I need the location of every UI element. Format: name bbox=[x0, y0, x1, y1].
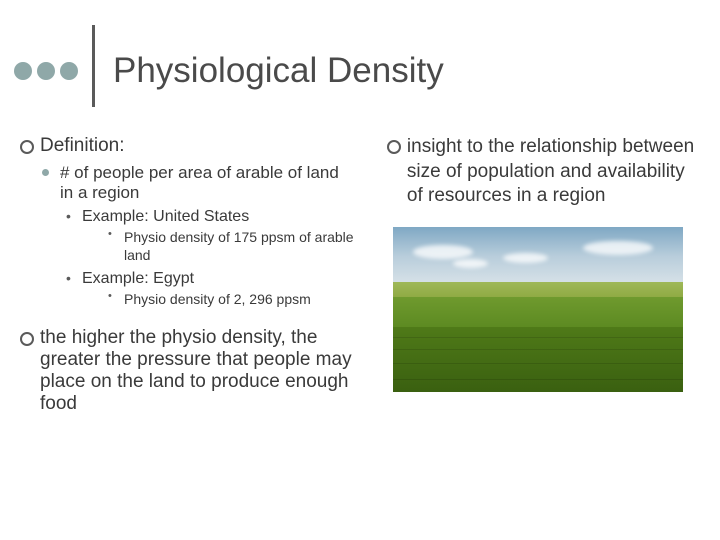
left-column: Definition: # of people per area of arab… bbox=[18, 135, 355, 419]
cloud-icon bbox=[413, 245, 473, 259]
cloud-icon bbox=[503, 253, 548, 263]
example-egypt-bullet: Example: Egypt bbox=[66, 270, 355, 288]
right-column: insight to the relationship between size… bbox=[385, 135, 702, 419]
crop-row bbox=[393, 363, 683, 364]
definition-sub-bullet: # of people per area of arable of land i… bbox=[40, 163, 355, 203]
example-us-bullet: Example: United States bbox=[66, 208, 355, 226]
insight-text: insight to the relationship between size… bbox=[407, 136, 694, 206]
example-us-detail-bullet: Physio density of 175 ppsm of arable lan… bbox=[108, 229, 355, 265]
definition-bullet: Definition: bbox=[18, 135, 355, 157]
cloud-icon bbox=[583, 241, 653, 255]
crop-row bbox=[393, 349, 683, 350]
vertical-divider bbox=[92, 25, 95, 107]
example-us-label: Example: United States bbox=[82, 208, 249, 225]
example-egypt-detail: Physio density of 2, 296 ppsm bbox=[124, 291, 311, 307]
slide-header: Physiological Density bbox=[0, 0, 720, 107]
example-egypt-detail-bullet: Physio density of 2, 296 ppsm bbox=[108, 291, 355, 309]
near-field-region bbox=[393, 327, 683, 392]
field-landscape-image bbox=[393, 227, 683, 392]
definition-text: # of people per area of arable of land i… bbox=[60, 163, 339, 202]
slide-title: Physiological Density bbox=[113, 51, 444, 91]
example-egypt-label: Example: Egypt bbox=[82, 270, 194, 287]
dot-icon bbox=[37, 62, 55, 80]
pressure-text: the higher the physio density, the great… bbox=[40, 327, 352, 414]
crop-row bbox=[393, 337, 683, 338]
slide-content: Definition: # of people per area of arab… bbox=[0, 107, 720, 419]
decorative-dots bbox=[14, 62, 78, 80]
crop-row bbox=[393, 379, 683, 380]
dot-icon bbox=[60, 62, 78, 80]
definition-label: Definition: bbox=[40, 135, 125, 156]
example-us-detail: Physio density of 175 ppsm of arable lan… bbox=[124, 229, 354, 263]
pressure-bullet: the higher the physio density, the great… bbox=[18, 327, 355, 415]
dot-icon bbox=[14, 62, 32, 80]
insight-bullet: insight to the relationship between size… bbox=[385, 135, 702, 209]
cloud-icon bbox=[453, 259, 488, 268]
